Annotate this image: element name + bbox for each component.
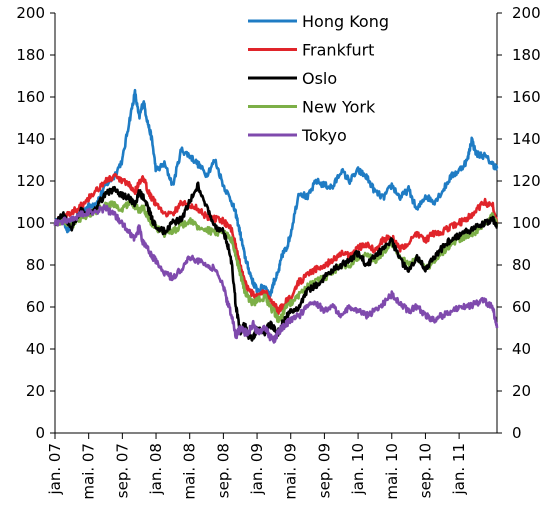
chart-legend: Hong Kong Frankfurt Oslo New York Tokyo: [248, 12, 389, 145]
legend-label-frankfurt: Frankfurt: [302, 41, 374, 60]
y-tick-label-left: 40: [26, 340, 45, 358]
legend-label-new-york: New York: [302, 98, 376, 117]
y-tick-label-left: 180: [16, 46, 45, 64]
y-tick-label-left: 0: [35, 424, 45, 442]
y-tick-label-right: 200: [512, 4, 541, 22]
x-tick-label: mai. 08: [181, 443, 199, 500]
x-tick-label: jan. 11: [450, 443, 468, 496]
y-tick-label-right: 40: [512, 340, 531, 358]
y-tick-label-left: 140: [16, 130, 45, 148]
x-tick-label: mai. 10: [383, 443, 401, 500]
series-line-frankfurt: [53, 173, 499, 315]
series-line-hong-kong: [53, 88, 499, 300]
y-tick-label-left: 160: [16, 88, 45, 106]
x-tick-label: sep. 08: [214, 443, 232, 498]
x-tick-label: sep. 09: [315, 443, 333, 498]
y-tick-label-left: 200: [16, 4, 45, 22]
y-tick-label-right: 180: [512, 46, 541, 64]
x-tick-label: mai. 09: [282, 443, 300, 500]
x-tick-label: jan. 10: [349, 443, 367, 496]
y-tick-label-right: 100: [512, 214, 541, 232]
y-tick-label-right: 140: [512, 130, 541, 148]
x-tick-label: sep. 10: [416, 443, 434, 498]
x-tick-label: jan. 09: [248, 443, 266, 496]
x-tick-label: sep. 07: [113, 443, 131, 498]
y-tick-label-right: 160: [512, 88, 541, 106]
x-tick-label: jan. 07: [46, 443, 64, 496]
legend-label-tokyo: Tokyo: [301, 126, 347, 145]
y-tick-label-left: 100: [16, 214, 45, 232]
series-line-tokyo: [53, 204, 499, 344]
y-tick-label-left: 60: [26, 298, 45, 316]
y-tick-label-right: 20: [512, 382, 531, 400]
x-tick-label: jan. 08: [147, 443, 165, 496]
x-tick-label: mai. 07: [80, 443, 98, 500]
y-tick-label-left: 80: [26, 256, 45, 274]
y-tick-label-right: 0: [512, 424, 522, 442]
y-tick-label-left: 20: [26, 382, 45, 400]
legend-label-hong-kong: Hong Kong: [302, 12, 389, 31]
y-tick-label-right: 60: [512, 298, 531, 316]
y-tick-label-left: 120: [16, 172, 45, 190]
chart-series-layer: [53, 88, 499, 344]
y-tick-label-right: 120: [512, 172, 541, 190]
y-tick-label-right: 80: [512, 256, 531, 274]
legend-label-oslo: Oslo: [302, 69, 337, 88]
chart-axes: 0 0 20 20 40 40 60 60 80 80 100 100 120 120 140 140 160 1…: [16, 4, 540, 500]
